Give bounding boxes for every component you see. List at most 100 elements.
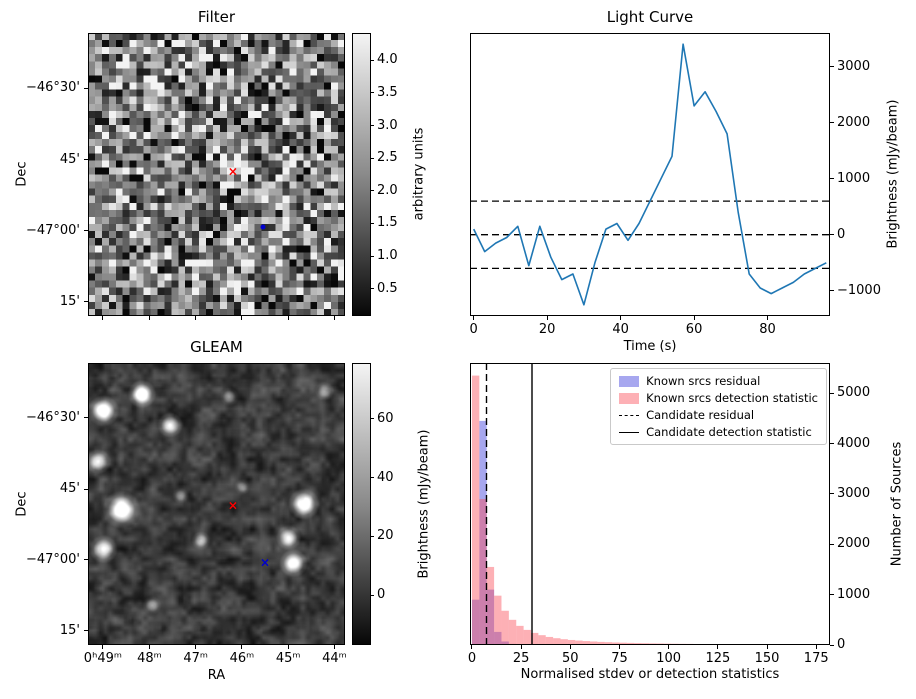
light-curve-plot bbox=[470, 43, 830, 306]
gleam-ytick-label: −46°30' bbox=[25, 409, 80, 425]
filter-cbar-tick bbox=[371, 125, 374, 127]
hist-bar bbox=[737, 644, 745, 645]
hist-bar bbox=[479, 420, 487, 645]
hist-bar bbox=[685, 643, 694, 645]
hist-bar bbox=[626, 642, 635, 645]
hist-ytick-label: 2000 bbox=[837, 536, 871, 552]
gleam-colorbar-label: Brightness (mJy/beam) bbox=[416, 429, 432, 579]
gleam-ytick-label: 45' bbox=[59, 481, 80, 497]
hist-bar bbox=[501, 610, 509, 645]
hist-bar bbox=[597, 641, 605, 645]
filter-cbar-tick bbox=[371, 59, 374, 61]
gleam-xtick-label: 0ʰ49ᵐ bbox=[83, 651, 122, 666]
filter-ytick bbox=[84, 159, 88, 160]
filter-xtick bbox=[195, 316, 197, 320]
hist-xtick bbox=[520, 645, 522, 649]
gleam-ytick-label: −47°00' bbox=[25, 551, 80, 567]
filter-ytick-label: 15' bbox=[59, 293, 80, 309]
lc-xtick bbox=[546, 316, 548, 320]
gleam-xtick bbox=[241, 645, 243, 649]
hist-bar bbox=[494, 595, 502, 645]
hist-bar bbox=[486, 589, 495, 645]
filter-cbar-tick-label: 3.5 bbox=[377, 84, 398, 100]
hist-xtick bbox=[471, 645, 473, 649]
lc-ytick-label: 0 bbox=[837, 226, 846, 242]
hist-bar bbox=[479, 498, 487, 645]
hist-ytick bbox=[830, 543, 834, 545]
filter-cbar-tick-label: 2.5 bbox=[377, 150, 398, 166]
lc-ytick-label: 3000 bbox=[837, 58, 871, 74]
filter-cbar-tick-label: 4.0 bbox=[377, 52, 398, 68]
gleam-ytick bbox=[84, 417, 88, 419]
filter-cbar-tick-label: 3.0 bbox=[377, 117, 398, 133]
hist-ytick bbox=[830, 493, 834, 495]
hist-bar bbox=[708, 644, 716, 645]
hist-bar bbox=[649, 643, 657, 645]
lc-ytick bbox=[830, 122, 834, 124]
gleam-cbar-tick bbox=[371, 594, 374, 596]
hist-bar bbox=[744, 644, 753, 645]
lc-ytick bbox=[830, 290, 834, 292]
hist-bar bbox=[545, 636, 554, 645]
gleam-cbar-tick bbox=[371, 418, 374, 420]
light-curve-ylabel: Brightness (mJy/beam) bbox=[885, 99, 901, 249]
legend-item: Candidate residual bbox=[619, 408, 818, 422]
lc-xtick-label: 80 bbox=[759, 322, 776, 337]
legend-label: Known srcs residual bbox=[646, 374, 761, 388]
hist-xtick-label: 100 bbox=[656, 651, 682, 666]
hist-bar bbox=[560, 639, 568, 645]
hist-bar bbox=[678, 643, 686, 645]
hist-bar bbox=[471, 599, 480, 645]
lc-xtick-label: 60 bbox=[685, 322, 703, 337]
filter-ytick bbox=[84, 87, 88, 89]
filter-ytick-label: 45' bbox=[59, 151, 80, 167]
filter-xtick bbox=[333, 316, 335, 320]
lc-xtick-label: 0 bbox=[469, 322, 478, 337]
filter-cbar-tick bbox=[371, 222, 374, 224]
hist-ytick bbox=[830, 443, 834, 445]
hist-bar bbox=[656, 643, 664, 645]
hist-ytick-label: 3000 bbox=[837, 485, 871, 501]
filter-known-source-marker bbox=[260, 224, 266, 230]
gleam-ytick-label: 15' bbox=[59, 622, 80, 638]
gleam-candidate-marker: × bbox=[227, 498, 238, 513]
hist-bar bbox=[530, 632, 539, 645]
gleam-cbar-tick-label: 0 bbox=[377, 587, 386, 603]
gleam-xtick bbox=[333, 645, 335, 649]
hist-ytick-label: 5000 bbox=[837, 385, 871, 401]
hist-xtick bbox=[668, 645, 670, 649]
lc-xtick bbox=[620, 316, 622, 320]
gleam-cbar-tick bbox=[371, 535, 374, 537]
legend-item: Candidate detection statistic bbox=[619, 425, 818, 439]
light-curve-line bbox=[472, 43, 827, 306]
histogram-xlabel: Normalised stdev or detection statistics bbox=[520, 667, 780, 682]
gleam-ytick bbox=[84, 488, 88, 490]
filter-xtick bbox=[102, 316, 104, 320]
histogram-ylabel: Number of Sources bbox=[889, 441, 905, 567]
hist-xtick bbox=[569, 645, 571, 649]
hist-xtick-label: 175 bbox=[803, 651, 829, 666]
gleam-title: GLEAM bbox=[190, 338, 243, 356]
hist-bar bbox=[752, 644, 760, 645]
filter-ytick bbox=[84, 301, 88, 303]
legend-item: Known srcs residual bbox=[619, 374, 818, 388]
filter-cbar-tick-label: 1.5 bbox=[377, 215, 398, 231]
lc-ytick bbox=[830, 234, 834, 236]
hist-xtick-label: 125 bbox=[705, 651, 731, 666]
filter-colorbar-label: arbitrary units bbox=[411, 127, 427, 221]
legend-line-sample bbox=[619, 414, 640, 416]
lc-xtick bbox=[473, 316, 475, 320]
hist-bar bbox=[567, 639, 576, 645]
gleam-image bbox=[88, 363, 345, 645]
gleam-ytick bbox=[84, 630, 88, 632]
hist-bar bbox=[604, 642, 613, 645]
gleam-cbar-tick-label: 60 bbox=[377, 410, 394, 426]
gleam-xtick-label: 47ᵐ bbox=[183, 651, 208, 666]
gleam-xtick bbox=[287, 645, 289, 649]
hist-ytick-label: 4000 bbox=[837, 435, 871, 451]
gleam-xtick-label: 44ᵐ bbox=[322, 651, 347, 666]
filter-candidate-marker: × bbox=[227, 164, 238, 179]
hist-xtick-label: 75 bbox=[611, 651, 628, 666]
hist-ytick bbox=[830, 392, 834, 394]
hist-bar bbox=[612, 642, 620, 645]
